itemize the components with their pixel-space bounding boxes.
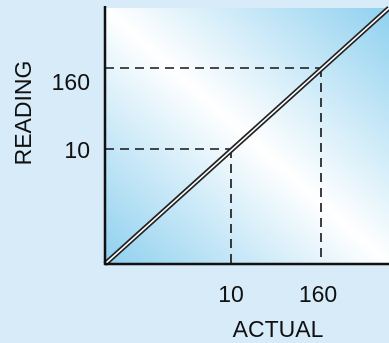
y-axis-title: READING (10, 61, 36, 166)
y-tick-label: 10 (64, 137, 90, 163)
x-tick-label: 10 (218, 281, 244, 307)
x-tick-label: 160 (299, 281, 337, 307)
guide-lines (105, 67, 322, 264)
x-axis-title: ACTUAL (233, 316, 324, 342)
identity-line (103, 6, 389, 266)
series-line-inner (104, 7, 389, 265)
y-tick-label: 160 (52, 69, 90, 95)
